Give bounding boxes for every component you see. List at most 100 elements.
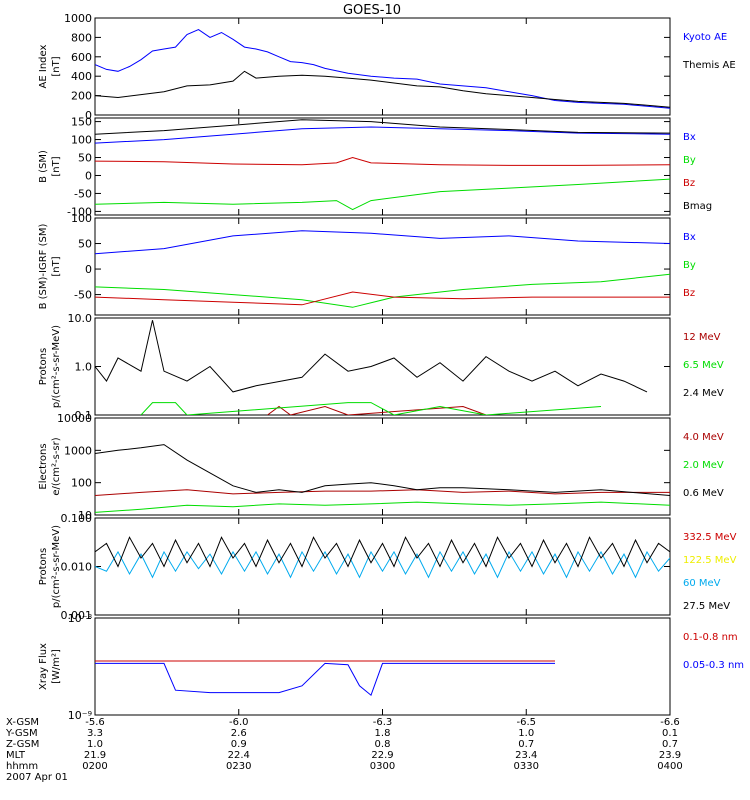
legend-entry: 27.5 MeV xyxy=(683,601,730,612)
y-tick-label: 0.1 xyxy=(75,409,93,422)
y-tick-label: 400 xyxy=(71,70,92,83)
legend-entry: 0.05-0.3 nm xyxy=(683,660,744,671)
y-axis-label: p/(cm²-s-sr-MeV) xyxy=(51,525,62,608)
legend-entry: 4.0 MeV xyxy=(683,432,724,443)
x-tick-value: 0200 xyxy=(82,761,107,772)
x-tick-value: 21.9 xyxy=(84,750,106,761)
x-tick-value: 1.8 xyxy=(375,728,391,739)
series-line-27-5-mev xyxy=(95,536,670,568)
legend-entry: 122.5 MeV xyxy=(683,555,737,566)
series-line-2-4-mev xyxy=(95,320,648,393)
series-line-by xyxy=(95,273,670,308)
legend-entry: By xyxy=(683,155,696,166)
y-tick-label: -50 xyxy=(74,187,92,200)
y-axis-label: [nT] xyxy=(51,156,62,176)
y-tick-label: 800 xyxy=(71,31,92,44)
panel-1: 0 200 400 600 800 1000 AE Index [nT] Kyoto AE The… xyxy=(38,12,736,122)
panel-frame xyxy=(94,17,671,116)
x-tick-value: -6.0 xyxy=(229,717,249,728)
series-line-bx xyxy=(95,230,670,255)
y-axis-label: [nT] xyxy=(51,256,62,276)
x-tick-value: 23.4 xyxy=(515,750,537,761)
legend-entry: 0.1-0.8 nm xyxy=(683,632,738,643)
y-tick-label: 0 xyxy=(85,263,92,276)
y-axis-label: Electrons xyxy=(38,443,49,489)
series-line-bmag xyxy=(95,119,670,135)
y-tick-label: 1000 xyxy=(64,444,92,457)
x-row-label: 2007 Apr 01 xyxy=(6,772,68,783)
legend-entry: Bx xyxy=(683,132,696,143)
legend-entry: 6.5 MeV xyxy=(683,360,724,371)
series-line-bx xyxy=(95,126,670,144)
y-axis-label: e/(cm²-s-sr) xyxy=(51,437,62,495)
x-tick-value: 0.7 xyxy=(518,739,534,750)
legend-entry: 332.5 MeV xyxy=(683,532,737,543)
legend-entry: By xyxy=(683,260,696,271)
x-row-label: Y-GSM xyxy=(5,728,38,739)
x-tick-value: 0400 xyxy=(657,761,682,772)
panel-4: 0.1 1.0 10.0 Protons p/(cm²-s-sr-MeV) 12 MeV 6… xyxy=(38,312,724,422)
panel-2: -100 -50 0 50 100 150 B (SM) [nT] Bx By Bz Bmag xyxy=(38,116,712,219)
series-line-bz xyxy=(95,156,670,166)
y-axis-label: p/(cm²-s-sr-MeV) xyxy=(51,325,62,408)
x-row-label: X-GSM xyxy=(6,717,39,728)
series-line-2-0-mev xyxy=(95,501,670,513)
panel-frame xyxy=(94,317,671,416)
panel-5: 10 100 1000 10000 Electrons e/(cm²-s-sr) 4.0 M… xyxy=(38,412,724,522)
x-tick-value: 22.4 xyxy=(228,750,250,761)
panel-frame xyxy=(94,517,671,616)
x-tick-value: 1.0 xyxy=(87,739,103,750)
x-tick-value: 22.9 xyxy=(371,750,393,761)
y-tick-label: 0.010 xyxy=(61,561,93,574)
x-tick-value: -6.3 xyxy=(373,717,393,728)
x-tick-value: 0.7 xyxy=(662,739,678,750)
y-tick-label: 1.0 xyxy=(75,361,93,374)
x-tick-value: 0.9 xyxy=(231,739,247,750)
x-tick-value: 23.9 xyxy=(659,750,681,761)
series-line-bz xyxy=(95,291,670,306)
y-tick-label: 1000 xyxy=(64,12,92,25)
y-tick-label: 10000 xyxy=(57,412,92,425)
x-tick-value: -5.6 xyxy=(85,717,105,728)
panel-7: 10⁻⁹ 10⁻⁸ Xray Flux [W/m²] 0.1-0.8 nm 0.05-0.… xyxy=(38,612,744,722)
legend-entry: 60 MeV xyxy=(683,578,721,589)
legend-entry: Bz xyxy=(683,178,695,189)
y-tick-label: 50 xyxy=(78,152,92,165)
y-tick-label: -50 xyxy=(74,289,92,302)
legend-entry: Bx xyxy=(683,232,696,243)
y-axis-label: AE Index xyxy=(38,44,49,88)
y-tick-label: 10⁻⁹ xyxy=(68,709,92,722)
y-axis-label: Xray Flux xyxy=(38,643,49,690)
legend-entry: Themis AE xyxy=(682,60,736,71)
series-line-0-6-mev xyxy=(95,444,670,496)
x-tick-value: -6.5 xyxy=(516,717,536,728)
series-line-themis-ae xyxy=(95,70,670,108)
y-axis-label: [nT] xyxy=(51,56,62,76)
y-axis-label: B (SM)-IGRF (SM) xyxy=(38,224,49,310)
plot-title: GOES-10 xyxy=(343,3,401,18)
legend-entry: Bmag xyxy=(683,201,712,212)
x-tick-value: 0.1 xyxy=(662,728,678,739)
y-tick-label: 0 xyxy=(85,109,92,122)
y-axis-label: Protons xyxy=(38,548,49,585)
legend-entry: 12 MeV xyxy=(683,332,721,343)
y-axis-label: Protons xyxy=(38,348,49,385)
legend-entry: Bz xyxy=(683,288,695,299)
legend-entry: 2.0 MeV xyxy=(683,460,724,471)
x-tick-value: 0.8 xyxy=(375,739,391,750)
y-tick-label: 10.0 xyxy=(68,312,93,325)
legend-entry: 2.4 MeV xyxy=(683,388,724,399)
y-tick-label: 200 xyxy=(71,90,92,103)
x-tick-value: 2.6 xyxy=(231,728,247,739)
y-tick-label: 150 xyxy=(71,116,92,129)
y-axis-label: B (SM) xyxy=(38,150,49,183)
panel-6: 0.001 0.010 0.100 Protons p/(cm²-s-sr-MeV) 33… xyxy=(38,512,737,622)
y-tick-label: 600 xyxy=(71,51,92,64)
y-tick-label: 10 xyxy=(78,509,92,522)
panel-frame xyxy=(94,617,671,716)
y-tick-label: 10⁻⁸ xyxy=(68,612,93,625)
series-line-6-5-mev xyxy=(140,402,602,415)
x-tick-value: 0300 xyxy=(370,761,395,772)
series-line-kyoto-ae xyxy=(95,29,670,109)
